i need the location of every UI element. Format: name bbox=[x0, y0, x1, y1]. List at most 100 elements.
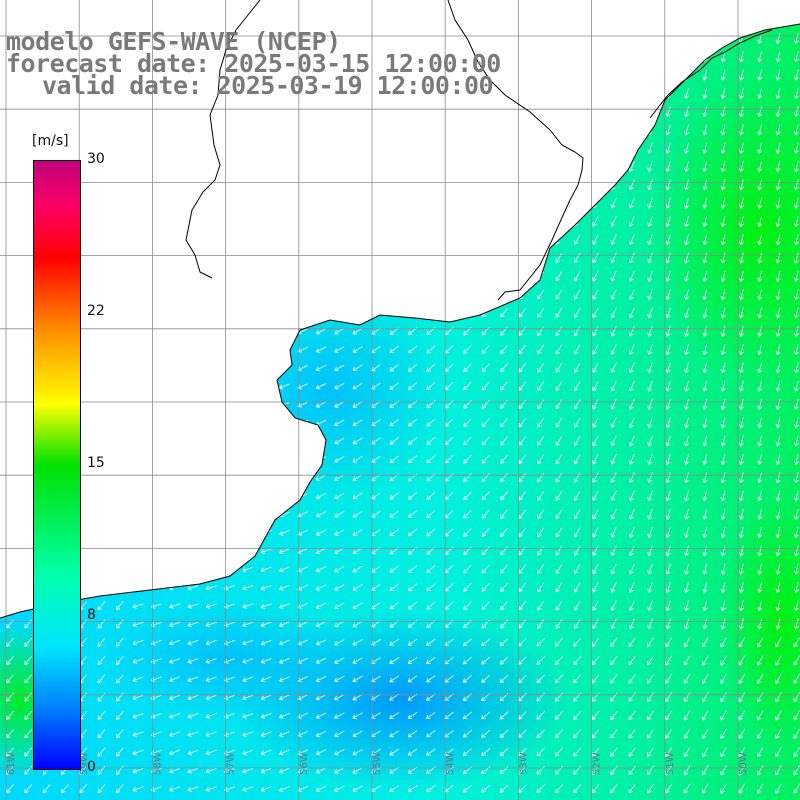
wind-arrow bbox=[334, 657, 345, 664]
wind-arrow bbox=[499, 638, 509, 647]
wind-arrow bbox=[775, 618, 781, 630]
wind-arrow bbox=[334, 675, 345, 683]
wind-arrow bbox=[683, 692, 691, 703]
wind-arrow bbox=[775, 179, 781, 191]
wind-arrow bbox=[481, 601, 490, 611]
wind-arrow bbox=[389, 345, 399, 354]
wind-arrow bbox=[536, 711, 545, 720]
wind-arrow bbox=[407, 601, 418, 610]
wind-arrow bbox=[775, 508, 781, 520]
wind-arrow bbox=[793, 124, 799, 136]
wind-arrow bbox=[757, 215, 763, 227]
wind-arrow bbox=[720, 618, 726, 630]
wind-arrow bbox=[702, 710, 709, 721]
wind-arrow bbox=[592, 618, 599, 630]
wind-arrow bbox=[352, 565, 363, 573]
wind-arrow bbox=[555, 289, 563, 300]
wind-arrow bbox=[720, 527, 726, 538]
wind-arrow bbox=[518, 509, 527, 519]
wind-arrow bbox=[793, 545, 799, 557]
wind-arrow bbox=[775, 325, 781, 337]
wind-arrow bbox=[407, 565, 418, 573]
wind-arrow bbox=[793, 197, 799, 209]
wind-arrow bbox=[629, 216, 635, 227]
wind-arrow bbox=[260, 694, 272, 701]
wind-arrow bbox=[720, 581, 726, 593]
wind-arrow bbox=[647, 325, 653, 337]
wind-arrow bbox=[574, 564, 581, 575]
wind-arrow bbox=[793, 32, 799, 44]
wind-arrow bbox=[720, 270, 726, 282]
wind-arrow bbox=[187, 585, 199, 591]
wind-arrow bbox=[260, 713, 272, 719]
wind-arrow bbox=[665, 637, 673, 648]
wind-arrow bbox=[242, 694, 254, 701]
wind-arrow bbox=[352, 748, 363, 756]
wind-arrow bbox=[702, 69, 708, 81]
wind-arrow bbox=[537, 436, 545, 446]
wind-arrow bbox=[169, 621, 181, 627]
wind-arrow bbox=[500, 546, 508, 556]
wind-arrow bbox=[537, 362, 545, 373]
wind-arrow bbox=[647, 728, 654, 739]
wind-arrow bbox=[389, 437, 399, 445]
wind-arrow bbox=[684, 490, 689, 502]
wind-arrow bbox=[500, 399, 508, 409]
wind-arrow bbox=[481, 491, 490, 501]
wind-arrow bbox=[702, 289, 708, 301]
wind-arrow bbox=[610, 380, 617, 392]
wind-arrow bbox=[574, 527, 581, 538]
wind-arrow bbox=[592, 509, 599, 520]
wind-arrow bbox=[757, 563, 763, 575]
wind-arrow bbox=[132, 768, 144, 774]
wind-arrow bbox=[500, 472, 508, 483]
wind-arrow bbox=[720, 124, 726, 136]
wind-arrow bbox=[720, 398, 726, 410]
wind-arrow bbox=[500, 582, 508, 592]
wind-arrow bbox=[702, 747, 709, 758]
wind-arrow bbox=[334, 328, 345, 335]
wind-arrow bbox=[115, 601, 124, 611]
wind-arrow bbox=[665, 747, 673, 757]
wind-arrow bbox=[555, 454, 563, 465]
wind-arrow bbox=[554, 784, 563, 794]
wind-arrow bbox=[793, 435, 799, 447]
wind-arrow bbox=[739, 508, 744, 520]
wind-arrow bbox=[629, 472, 635, 483]
wind-arrow bbox=[629, 600, 635, 612]
wind-arrow bbox=[518, 600, 527, 611]
wind-arrow bbox=[555, 435, 563, 446]
wind-arrow bbox=[315, 676, 327, 682]
wind-arrow bbox=[169, 749, 181, 756]
wind-arrow bbox=[407, 491, 418, 500]
wind-arrow bbox=[720, 435, 726, 447]
wind-arrow bbox=[757, 197, 763, 209]
wind-arrow bbox=[555, 381, 563, 392]
wind-arrow bbox=[279, 383, 290, 390]
wind-arrow bbox=[592, 582, 599, 593]
wind-arrow bbox=[352, 364, 363, 371]
wind-arrow bbox=[407, 583, 418, 592]
wind-arrow bbox=[500, 363, 508, 373]
wind-arrow bbox=[573, 637, 582, 647]
wind-arrow bbox=[573, 656, 582, 666]
wind-arrow bbox=[702, 692, 709, 703]
wind-arrow bbox=[24, 710, 33, 720]
wind-arrow bbox=[720, 417, 726, 429]
wind-arrow bbox=[499, 784, 509, 793]
wind-arrow bbox=[574, 618, 581, 630]
wind-arrow bbox=[462, 748, 473, 756]
wind-arrow bbox=[592, 435, 599, 447]
wind-arrow bbox=[315, 547, 327, 554]
wind-arrow bbox=[315, 401, 327, 408]
wind-arrow bbox=[665, 344, 671, 355]
wind-arrow bbox=[500, 601, 508, 611]
wind-arrow bbox=[610, 747, 618, 757]
wind-arrow bbox=[79, 784, 88, 794]
wind-arrow bbox=[629, 197, 635, 209]
wind-arrow bbox=[684, 124, 689, 136]
wind-arrow bbox=[24, 619, 33, 629]
wind-arrow bbox=[481, 326, 490, 336]
wind-arrow bbox=[702, 179, 708, 191]
wind-arrow bbox=[205, 676, 217, 682]
